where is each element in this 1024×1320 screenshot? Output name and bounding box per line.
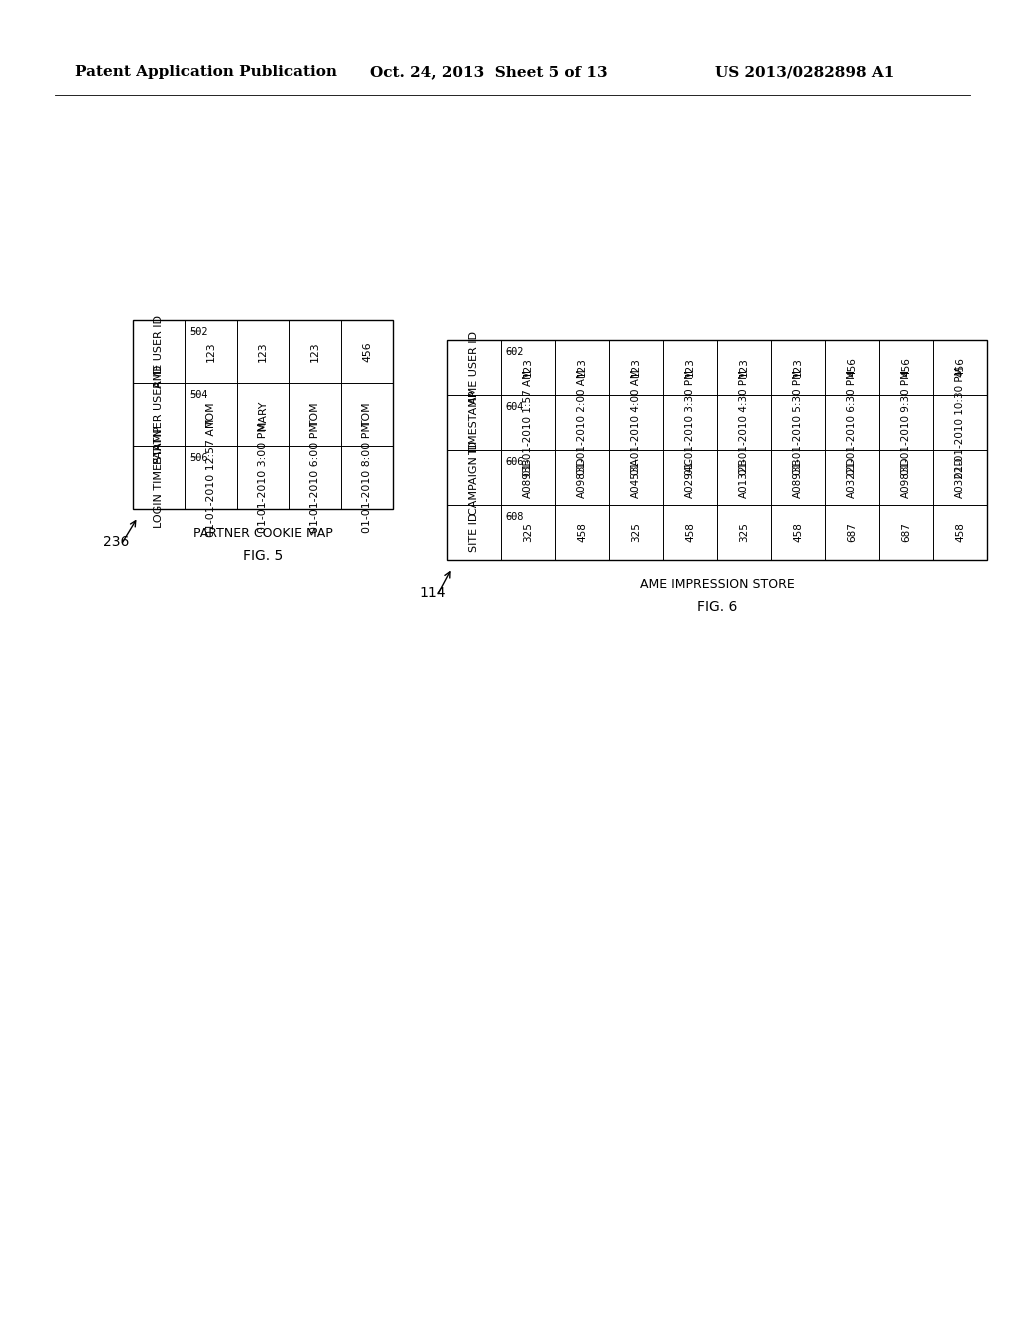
Text: Patent Application Publication: Patent Application Publication: [75, 65, 337, 79]
Text: Oct. 24, 2013  Sheet 5 of 13: Oct. 24, 2013 Sheet 5 of 13: [370, 65, 607, 79]
Text: 114: 114: [419, 586, 445, 601]
Text: US 2013/0282898 A1: US 2013/0282898 A1: [715, 65, 894, 79]
Text: CAMPAIGN ID: CAMPAIGN ID: [469, 441, 479, 515]
Bar: [447, 341, 987, 560]
Text: TOM: TOM: [310, 403, 319, 426]
Text: 608: 608: [505, 512, 523, 521]
Text: 687: 687: [901, 523, 911, 543]
Text: 123: 123: [523, 358, 534, 378]
Text: 236: 236: [103, 535, 129, 549]
Text: 606: 606: [505, 457, 523, 467]
Text: 123: 123: [310, 341, 319, 362]
Text: 01-01-2010 2:00 AM: 01-01-2010 2:00 AM: [577, 370, 587, 475]
Text: 123: 123: [258, 341, 268, 362]
Text: 123: 123: [739, 358, 749, 378]
Text: TOM: TOM: [362, 403, 372, 426]
Text: A0294C: A0294C: [685, 457, 695, 498]
Text: AME USER ID: AME USER ID: [469, 331, 479, 404]
Text: A0453A: A0453A: [631, 457, 641, 498]
Text: MARY: MARY: [258, 400, 268, 430]
Text: 01-01-2010 9:30 PM: 01-01-2010 9:30 PM: [901, 370, 911, 475]
Text: 456: 456: [362, 341, 372, 362]
Text: A0893B: A0893B: [793, 457, 803, 498]
Text: 458: 458: [577, 523, 587, 543]
Text: 123: 123: [206, 341, 216, 362]
Text: 01-01-2010 4:00 AM: 01-01-2010 4:00 AM: [631, 370, 641, 475]
Text: PARTNER COOKIE MAP: PARTNER COOKIE MAP: [194, 527, 333, 540]
Text: 325: 325: [631, 523, 641, 543]
Text: A0322D: A0322D: [847, 457, 857, 498]
Text: 123: 123: [685, 358, 695, 378]
Text: A0983D: A0983D: [577, 457, 587, 498]
Text: 123: 123: [793, 358, 803, 378]
Text: 123: 123: [631, 358, 641, 378]
Text: TOM: TOM: [206, 403, 216, 426]
Text: TIMESTAMP: TIMESTAMP: [469, 391, 479, 454]
Text: 456: 456: [847, 358, 857, 378]
Text: 01-01-2010 12:57 AM: 01-01-2010 12:57 AM: [206, 418, 216, 537]
Text: 456: 456: [901, 358, 911, 378]
Text: 01-01-2010 3:00 PM: 01-01-2010 3:00 PM: [258, 422, 268, 533]
Bar: [133, 319, 393, 510]
Text: AME USER ID: AME USER ID: [154, 315, 164, 388]
Text: FIG. 6: FIG. 6: [696, 601, 737, 614]
Text: PARTNER USER ID: PARTNER USER ID: [154, 364, 164, 465]
Text: 01-01-2010 1:57 AM: 01-01-2010 1:57 AM: [523, 370, 534, 475]
Text: 01-01-2010 4:30 PM: 01-01-2010 4:30 PM: [739, 370, 749, 475]
Text: 456: 456: [955, 358, 965, 378]
Text: 325: 325: [739, 523, 749, 543]
Text: AME IMPRESSION STORE: AME IMPRESSION STORE: [640, 578, 795, 591]
Text: 01-01-2010 6:00 PM: 01-01-2010 6:00 PM: [310, 422, 319, 533]
Text: 01-01-2010 6:30 PM: 01-01-2010 6:30 PM: [847, 370, 857, 475]
Text: SITE ID: SITE ID: [469, 512, 479, 552]
Text: 325: 325: [523, 523, 534, 543]
Text: 01-01-2010 3:30 PM: 01-01-2010 3:30 PM: [685, 370, 695, 475]
Text: LOGIN TIMESTAMP: LOGIN TIMESTAMP: [154, 426, 164, 528]
Text: A0322D: A0322D: [955, 457, 965, 498]
Text: 01-01-2010 8:00 PM: 01-01-2010 8:00 PM: [362, 422, 372, 533]
Text: 687: 687: [847, 523, 857, 543]
Text: 123: 123: [577, 358, 587, 378]
Text: 504: 504: [189, 389, 208, 400]
Text: 01-01-2010 10:30 PM: 01-01-2010 10:30 PM: [955, 367, 965, 478]
Text: 502: 502: [189, 327, 208, 337]
Text: A0983D: A0983D: [901, 457, 911, 498]
Text: 458: 458: [793, 523, 803, 543]
Text: 506: 506: [189, 453, 208, 463]
Text: FIG. 5: FIG. 5: [243, 549, 283, 564]
Text: 458: 458: [955, 523, 965, 543]
Text: 01-01-2010 5:30 PM: 01-01-2010 5:30 PM: [793, 370, 803, 475]
Text: 604: 604: [505, 403, 523, 412]
Text: 602: 602: [505, 347, 523, 356]
Text: 458: 458: [685, 523, 695, 543]
Text: A0132B: A0132B: [739, 457, 749, 498]
Text: A0893B: A0893B: [523, 457, 534, 498]
